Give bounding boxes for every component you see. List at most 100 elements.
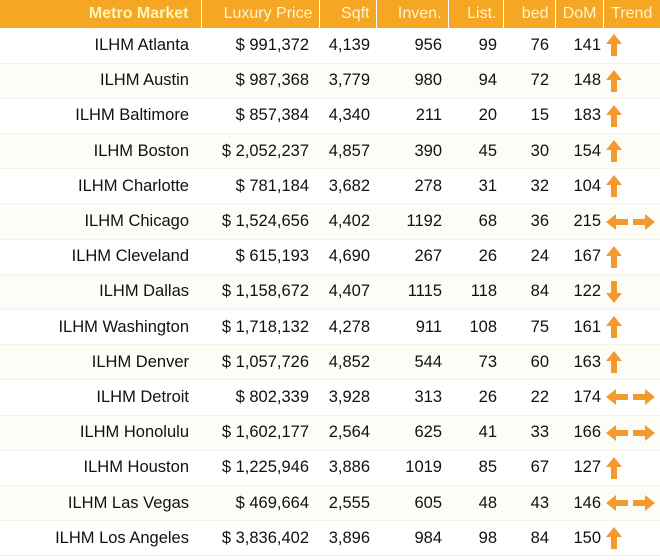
cell-trend bbox=[603, 450, 660, 486]
table-row[interactable]: ILHM Las Vegas $ 469,664 2,555 605 48 43 146 bbox=[0, 485, 660, 522]
cell-luxury-price: $ 1,718,132 bbox=[201, 309, 319, 346]
cell-listings: 98 bbox=[448, 520, 503, 557]
cell-sqft: 2,564 bbox=[319, 415, 376, 451]
cell-metro-market: ILHM Honolulu bbox=[0, 415, 201, 451]
trend-indicator bbox=[603, 69, 660, 93]
column-header-bed[interactable]: bed bbox=[503, 0, 556, 28]
cell-metro-market: ILHM Las Vegas bbox=[0, 485, 201, 522]
trend-up-arrow-icon bbox=[606, 456, 622, 479]
table-row[interactable]: ILHM Boston $ 2,052,237 4,857 390 45 30 154 bbox=[0, 133, 660, 170]
table-row[interactable]: ILHM Baltimore $ 857,384 4,340 211 20 15 183 bbox=[0, 98, 660, 135]
cell-bed: 84 bbox=[503, 274, 555, 311]
cell-bed: 67 bbox=[503, 450, 555, 486]
cell-sqft: 4,340 bbox=[319, 98, 376, 135]
cell-days-on-market: 161 bbox=[555, 309, 603, 346]
cell-luxury-price: $ 615,193 bbox=[201, 239, 319, 275]
cell-bed: 76 bbox=[503, 28, 555, 64]
cell-listings: 20 bbox=[448, 98, 503, 135]
cell-bed: 24 bbox=[503, 239, 555, 275]
cell-trend bbox=[603, 98, 660, 135]
cell-listings: 26 bbox=[448, 379, 503, 416]
cell-inventory: 911 bbox=[376, 309, 448, 346]
cell-metro-market: ILHM Dallas bbox=[0, 274, 201, 311]
cell-trend bbox=[603, 203, 660, 240]
cell-sqft: 4,857 bbox=[319, 133, 376, 170]
cell-inventory: 544 bbox=[376, 344, 448, 381]
cell-bed: 60 bbox=[503, 344, 555, 381]
cell-luxury-price: $ 1,225,946 bbox=[201, 450, 319, 486]
cell-sqft: 3,886 bbox=[319, 450, 376, 486]
table-row[interactable]: ILHM Honolulu $ 1,602,177 2,564 625 41 33 166 bbox=[0, 415, 660, 451]
column-header-inventory[interactable]: Inven. bbox=[376, 0, 449, 28]
cell-inventory: 267 bbox=[376, 239, 448, 275]
cell-days-on-market: 150 bbox=[555, 520, 603, 557]
cell-luxury-price: $ 3,836,402 bbox=[201, 520, 319, 557]
table-row[interactable]: ILHM Los Angeles $ 3,836,402 3,896 984 98 84 1… bbox=[0, 520, 660, 557]
cell-days-on-market: 215 bbox=[555, 203, 603, 240]
cell-bed: 22 bbox=[503, 379, 555, 416]
table-row[interactable]: ILHM Chicago $ 1,524,656 4,402 1192 68 36 215 bbox=[0, 203, 660, 240]
cell-trend bbox=[603, 63, 660, 99]
cell-listings: 108 bbox=[448, 309, 503, 346]
table-row[interactable]: ILHM Dallas $ 1,158,672 4,407 1115 118 84 122 bbox=[0, 274, 660, 311]
cell-metro-market: ILHM Los Angeles bbox=[0, 520, 201, 557]
table-row[interactable]: ILHM Detroit $ 802,339 3,928 313 26 22 174 bbox=[0, 379, 660, 416]
cell-trend bbox=[603, 379, 660, 416]
trend-left-arrow-icon bbox=[606, 424, 628, 441]
cell-inventory: 1115 bbox=[376, 274, 448, 311]
cell-bed: 32 bbox=[503, 168, 555, 205]
cell-inventory: 1019 bbox=[376, 450, 448, 486]
cell-inventory: 278 bbox=[376, 168, 448, 205]
cell-listings: 118 bbox=[448, 274, 503, 311]
trend-up-arrow-icon bbox=[606, 527, 622, 550]
cell-luxury-price: $ 802,339 bbox=[201, 379, 319, 416]
table-row[interactable]: ILHM Austin $ 987,368 3,779 980 94 72 148 bbox=[0, 63, 660, 99]
cell-sqft: 2,555 bbox=[319, 485, 376, 522]
header-row: Metro Market Luxury Price Sqft Inven. Li… bbox=[0, 0, 660, 28]
cell-metro-market: ILHM Washington bbox=[0, 309, 201, 346]
cell-listings: 94 bbox=[448, 63, 503, 99]
column-header-dom[interactable]: DoM bbox=[555, 0, 604, 28]
table-row[interactable]: ILHM Charlotte $ 781,184 3,682 278 31 32 104 bbox=[0, 168, 660, 205]
cell-listings: 31 bbox=[448, 168, 503, 205]
cell-inventory: 956 bbox=[376, 28, 448, 64]
column-header-sqft[interactable]: Sqft bbox=[319, 0, 377, 28]
cell-sqft: 3,779 bbox=[319, 63, 376, 99]
cell-inventory: 605 bbox=[376, 485, 448, 522]
table-row[interactable]: ILHM Washington $ 1,718,132 4,278 911 108 75 1… bbox=[0, 309, 660, 346]
cell-trend bbox=[603, 168, 660, 205]
cell-luxury-price: $ 857,384 bbox=[201, 98, 319, 135]
cell-sqft: 3,896 bbox=[319, 520, 376, 557]
cell-metro-market: ILHM Austin bbox=[0, 63, 201, 99]
trend-right-arrow-icon bbox=[633, 389, 655, 406]
table-row[interactable]: ILHM Houston $ 1,225,946 3,886 1019 85 67 127 bbox=[0, 450, 660, 486]
cell-days-on-market: 183 bbox=[555, 98, 603, 135]
cell-metro-market: ILHM Chicago bbox=[0, 203, 201, 240]
cell-metro-market: ILHM Detroit bbox=[0, 379, 201, 416]
column-header-listings[interactable]: List. bbox=[448, 0, 504, 28]
cell-listings: 41 bbox=[448, 415, 503, 451]
table-row[interactable]: ILHM Denver $ 1,057,726 4,852 544 73 60 163 bbox=[0, 344, 660, 381]
cell-listings: 26 bbox=[448, 239, 503, 275]
column-header-luxury-price[interactable]: Luxury Price bbox=[201, 0, 320, 28]
table-row[interactable]: ILHM Atlanta $ 991,372 4,139 956 99 76 141 bbox=[0, 28, 660, 64]
trend-indicator bbox=[603, 280, 660, 304]
cell-luxury-price: $ 1,602,177 bbox=[201, 415, 319, 451]
column-header-trend[interactable]: Trend bbox=[611, 5, 653, 22]
cell-inventory: 390 bbox=[376, 133, 448, 170]
cell-inventory: 1192 bbox=[376, 203, 448, 240]
table-row[interactable]: ILHM Cleveland $ 615,193 4,690 267 26 24 167 bbox=[0, 239, 660, 275]
trend-left-arrow-icon bbox=[606, 495, 628, 512]
table-body: ILHM Atlanta $ 991,372 4,139 956 99 76 141 ILHM… bbox=[0, 28, 660, 557]
cell-days-on-market: 127 bbox=[555, 450, 603, 486]
cell-metro-market: ILHM Baltimore bbox=[0, 98, 201, 135]
cell-trend bbox=[603, 28, 660, 64]
trend-up-arrow-icon bbox=[606, 140, 622, 163]
cell-days-on-market: 166 bbox=[555, 415, 603, 451]
cell-trend bbox=[603, 344, 660, 381]
cell-days-on-market: 104 bbox=[555, 168, 603, 205]
cell-trend bbox=[603, 309, 660, 346]
column-header-metro-market[interactable]: Metro Market bbox=[0, 0, 202, 28]
cell-listings: 48 bbox=[448, 485, 503, 522]
